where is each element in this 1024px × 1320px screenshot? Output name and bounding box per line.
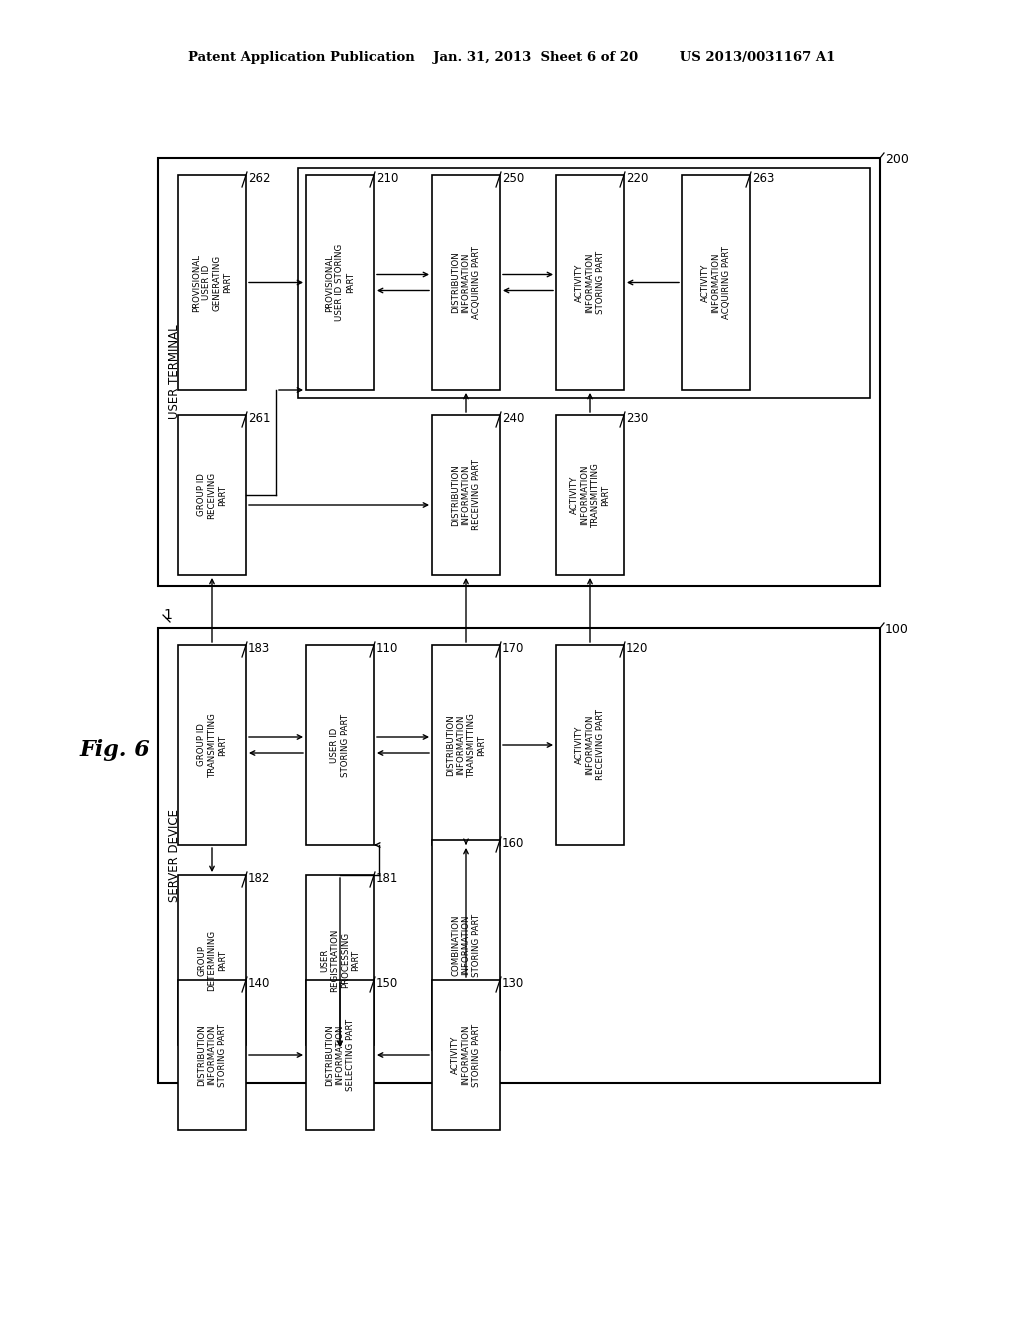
Text: GROUP ID
TRANSMITTING
PART: GROUP ID TRANSMITTING PART: [197, 713, 227, 777]
Text: DISTRIBUTION
INFORMATION
STORING PART: DISTRIBUTION INFORMATION STORING PART: [197, 1023, 227, 1086]
Text: ACTIVITY
INFORMATION
TRANSMITTING
PART: ACTIVITY INFORMATION TRANSMITTING PART: [570, 462, 610, 528]
Text: ACTIVITY
INFORMATION
STORING PART: ACTIVITY INFORMATION STORING PART: [452, 1023, 481, 1086]
Text: Patent Application Publication    Jan. 31, 2013  Sheet 6 of 20         US 2013/0: Patent Application Publication Jan. 31, …: [188, 51, 836, 65]
Bar: [158, 158, 880, 586]
Text: DISTRIBUTION
INFORMATION
ACQUIRING PART: DISTRIBUTION INFORMATION ACQUIRING PART: [452, 246, 481, 319]
Bar: [298, 168, 870, 399]
Bar: [432, 645, 500, 845]
Text: DISTRIBUTION
INFORMATION
RECEIVING PART: DISTRIBUTION INFORMATION RECEIVING PART: [452, 459, 481, 531]
Bar: [432, 414, 500, 576]
Text: 182: 182: [248, 873, 270, 884]
Bar: [178, 414, 246, 576]
Text: DISTRIBUTION
INFORMATION
SELECTING PART: DISTRIBUTION INFORMATION SELECTING PART: [325, 1019, 355, 1092]
Text: 240: 240: [502, 412, 524, 425]
Text: Fig. 6: Fig. 6: [80, 739, 151, 762]
Bar: [432, 979, 500, 1130]
Bar: [306, 645, 374, 845]
Text: 150: 150: [376, 977, 398, 990]
Text: 262: 262: [248, 172, 270, 185]
Text: 250: 250: [502, 172, 524, 185]
Bar: [432, 176, 500, 389]
Text: GROUP
DETERMINING
PART: GROUP DETERMINING PART: [197, 929, 227, 990]
Text: 230: 230: [626, 412, 648, 425]
Text: 261: 261: [248, 412, 270, 425]
Text: 181: 181: [376, 873, 398, 884]
Text: 120: 120: [626, 642, 648, 655]
Bar: [306, 176, 374, 389]
Bar: [178, 875, 246, 1045]
Bar: [178, 645, 246, 845]
Text: 210: 210: [376, 172, 398, 185]
Text: GROUP ID
RECEIVING
PART: GROUP ID RECEIVING PART: [197, 471, 227, 519]
Text: 140: 140: [248, 977, 270, 990]
Bar: [306, 875, 374, 1045]
Text: USER ID
STORING PART: USER ID STORING PART: [331, 713, 350, 776]
Text: 220: 220: [626, 172, 648, 185]
Text: 100: 100: [885, 623, 909, 636]
Text: DISTRIBUTION
INFORMATION
TRANSMITTING
PART: DISTRIBUTION INFORMATION TRANSMITTING PA…: [445, 713, 486, 777]
Bar: [306, 979, 374, 1130]
Bar: [556, 645, 624, 845]
Bar: [158, 628, 880, 1082]
Bar: [556, 414, 624, 576]
Text: 110: 110: [376, 642, 398, 655]
Bar: [682, 176, 750, 389]
Text: PROVISIONAL
USER ID STORING
PART: PROVISIONAL USER ID STORING PART: [325, 244, 355, 321]
Text: COMBINATION
INFORMATION
STORING PART: COMBINATION INFORMATION STORING PART: [452, 913, 481, 977]
Bar: [556, 176, 624, 389]
Text: 170: 170: [502, 642, 524, 655]
Text: PROVISIONAL
USER ID
GENERATING
PART: PROVISIONAL USER ID GENERATING PART: [191, 253, 232, 312]
Text: ACTIVITY
INFORMATION
STORING PART: ACTIVITY INFORMATION STORING PART: [575, 251, 605, 314]
Text: SERVER DEVICE: SERVER DEVICE: [168, 809, 180, 902]
Text: 263: 263: [752, 172, 774, 185]
Text: 160: 160: [502, 837, 524, 850]
Bar: [432, 840, 500, 1049]
Text: 183: 183: [248, 642, 270, 655]
Text: USER TERMINAL: USER TERMINAL: [168, 325, 180, 420]
Text: ACTIVITY
INFORMATION
ACQUIRING PART: ACTIVITY INFORMATION ACQUIRING PART: [701, 246, 731, 319]
Bar: [178, 176, 246, 389]
Text: 1: 1: [163, 609, 172, 622]
Text: 200: 200: [885, 153, 909, 166]
Text: USER
REGISTRATION
PROCESSING
PART: USER REGISTRATION PROCESSING PART: [319, 928, 360, 991]
Text: ACTIVITY
INFORMATION
RECEIVING PART: ACTIVITY INFORMATION RECEIVING PART: [575, 710, 605, 780]
Bar: [178, 979, 246, 1130]
Text: 130: 130: [502, 977, 524, 990]
